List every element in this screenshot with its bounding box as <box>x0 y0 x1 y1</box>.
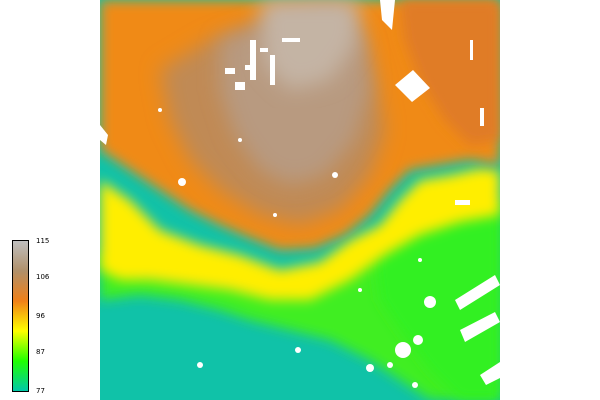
elevation-raster[interactable] <box>100 0 500 400</box>
legend-label-96: 96 <box>36 312 45 320</box>
green-lowland-east <box>375 200 500 400</box>
legend-label-106: 106 <box>36 272 50 281</box>
legend-color-bar <box>12 240 29 392</box>
legend-label-87: 87 <box>36 347 45 356</box>
legend-label-115: 115 <box>36 237 50 245</box>
legend-label-77: 77 <box>36 387 45 395</box>
peak-zone <box>260 0 360 90</box>
orange-east-slope <box>400 0 500 145</box>
elevation-legend: 115 106 96 87 77 <box>12 237 72 395</box>
elevation-map-svg <box>100 0 500 400</box>
nodata-mask <box>100 0 500 388</box>
yellow-zone <box>100 168 500 300</box>
